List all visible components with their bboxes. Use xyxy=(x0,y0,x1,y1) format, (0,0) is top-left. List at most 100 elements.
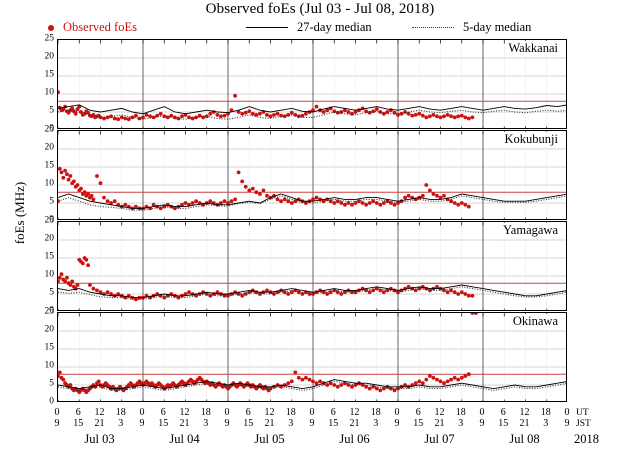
x-tick-ut: 12 xyxy=(349,407,360,418)
x-tick-ut: 0 xyxy=(309,407,315,418)
day-label: Jul 05 xyxy=(254,432,285,446)
y-tick-label: 20 xyxy=(44,324,55,335)
time-unit-labels: UT JST xyxy=(576,408,591,429)
y-tick-label: 20 xyxy=(44,142,55,153)
day-label: Jul 08 xyxy=(509,432,540,446)
y-tick-label: 25 xyxy=(44,306,55,317)
x-tick-jst: 21 xyxy=(179,417,190,429)
x-tick-jst: 9 xyxy=(54,417,60,429)
x-tick-label: 12 21 xyxy=(94,407,105,429)
legend-label-median5: 5-day median xyxy=(463,20,532,34)
x-tick-jst: 15 xyxy=(243,417,254,429)
y-tick-label: 0 xyxy=(49,123,54,134)
panel-yamagawa: Yamagawa xyxy=(57,221,567,311)
x-tick-label: 18 3 xyxy=(370,407,381,429)
x-tick-ut: 0 xyxy=(54,407,60,418)
y-tick-label: 15 xyxy=(44,342,55,353)
x-tick-label: 12 21 xyxy=(434,407,445,429)
station-label: Okinawa xyxy=(510,314,560,329)
x-tick-label: 12 21 xyxy=(264,407,275,429)
legend-label-median27: 27-day median xyxy=(297,20,372,34)
y-tick-label: 20 xyxy=(44,233,55,244)
x-tick-ut: 12 xyxy=(519,407,530,418)
legend-item-median27: 27-day median xyxy=(246,20,372,35)
x-tick-ut: 18 xyxy=(285,407,296,418)
x-tick-ut: 0 xyxy=(479,407,485,418)
x-tick-label: 6 15 xyxy=(413,407,423,429)
x-tick-jst: 15 xyxy=(498,417,509,429)
x-tick-label: 6 15 xyxy=(158,407,168,429)
solid-line-icon xyxy=(246,27,288,28)
x-tick-ut: 6 xyxy=(500,407,506,418)
x-tick-jst: 21 xyxy=(264,417,275,429)
y-tick-labels: 0 5 10 15 20 25 xyxy=(26,216,55,315)
y-tick-label: 10 xyxy=(44,360,55,371)
x-tick-jst: 15 xyxy=(73,417,84,429)
day-label: Jul 04 xyxy=(169,432,200,446)
x-tick-label: 18 3 xyxy=(285,407,296,429)
y-tick-label: 20 xyxy=(44,51,55,62)
x-tick-ut: 12 xyxy=(434,407,445,418)
page-title: Observed foEs (Jul 03 - Jul 08, 2018) xyxy=(205,1,435,17)
x-tick-jst: 15 xyxy=(328,417,339,429)
year-label: 2018 xyxy=(574,432,599,446)
x-tick-label: 12 21 xyxy=(179,407,190,429)
y-tick-label: 5 xyxy=(49,287,54,298)
chart-legend: Observed foEs 27-day median 5-day median xyxy=(0,20,640,38)
y-tick-label: 5 xyxy=(49,105,54,116)
x-tick-jst: 9 xyxy=(224,417,230,429)
x-tick-ut: 0 xyxy=(139,407,145,418)
day-label: Jul 07 xyxy=(424,432,455,446)
station-label: Wakkanai xyxy=(506,41,560,56)
x-tick-label: 12 21 xyxy=(519,407,530,429)
x-axis: 0 9 6 15 12 21 18 3 0 9 6 15 12 21 18 3 0 9 6 15 12 21 18 3 0 9 6 1… xyxy=(0,404,640,457)
x-tick-ut: 18 xyxy=(370,407,381,418)
y-tick-label: 10 xyxy=(44,269,55,280)
x-tick-jst: 9 xyxy=(564,417,570,429)
x-tick-ut: 0 xyxy=(224,407,230,418)
x-tick-ut: 18 xyxy=(455,407,466,418)
y-tick-label: 0 xyxy=(49,214,54,225)
y-tick-label: 15 xyxy=(44,160,55,171)
x-tick-ut: 12 xyxy=(264,407,275,418)
x-tick-ut: 6 xyxy=(75,407,81,418)
x-tick-jst: 21 xyxy=(349,417,360,429)
legend-label-observed: Observed foEs xyxy=(63,20,137,34)
y-tick-label: 5 xyxy=(49,378,54,389)
x-tick-label: 6 15 xyxy=(243,407,254,429)
x-tick-label: 18 3 xyxy=(540,407,551,429)
y-tick-label: 10 xyxy=(44,178,55,189)
x-tick-label: 18 3 xyxy=(201,407,211,429)
panel-stack: Wakkanai Kokubunji Yamagawa Okinawa xyxy=(57,39,567,402)
legend-item-median5: 5-day median xyxy=(412,20,531,35)
x-tick-ut: 18 xyxy=(540,407,551,418)
y-tick-labels: 0 5 10 15 20 25 xyxy=(26,125,55,224)
x-tick-jst: 9 xyxy=(479,417,485,429)
y-tick-labels: 0 5 10 15 20 25 xyxy=(26,307,55,406)
y-tick-label: 0 xyxy=(49,396,54,407)
x-tick-ut: 6 xyxy=(245,407,251,418)
x-tick-jst: 9 xyxy=(139,417,145,429)
ut-label: UT xyxy=(576,408,589,418)
panel-wakkanai: Wakkanai xyxy=(57,39,567,129)
station-label: Kokubunji xyxy=(502,132,560,147)
x-tick-jst: 3 xyxy=(543,417,549,429)
y-tick-label: 5 xyxy=(49,196,54,207)
jst-label: JST xyxy=(576,418,591,429)
x-tick-ut: 12 xyxy=(94,407,105,418)
legend-item-observed: Observed foEs xyxy=(48,20,137,35)
y-tick-label: 25 xyxy=(44,33,55,44)
y-tick-label: 10 xyxy=(44,87,55,98)
x-tick-jst: 21 xyxy=(434,417,445,429)
x-tick-ut: 6 xyxy=(415,407,421,418)
x-tick-jst: 3 xyxy=(373,417,379,429)
x-tick-label: 6 15 xyxy=(498,407,509,429)
dotted-line-icon xyxy=(412,27,454,28)
y-tick-label: 15 xyxy=(44,251,55,262)
